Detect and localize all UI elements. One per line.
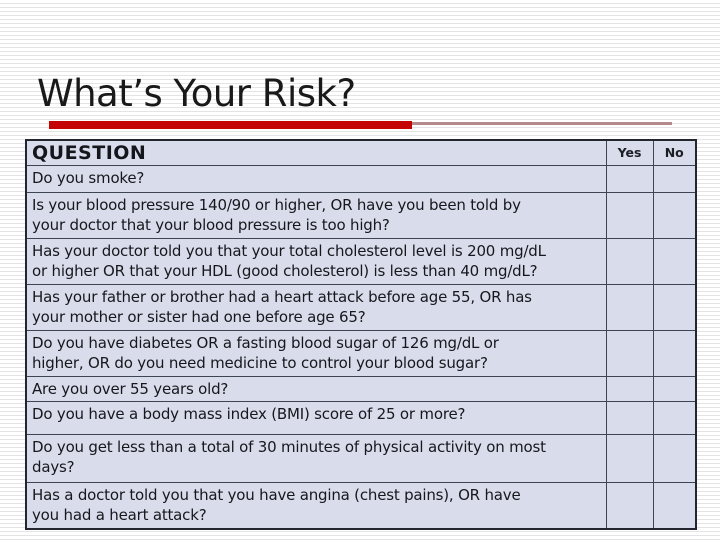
table-row: Do you get less than a total of 30 minut… <box>25 433 697 483</box>
question-column-header: QUESTION <box>25 139 607 166</box>
yes-answer-cell[interactable] <box>605 375 654 402</box>
table-row: Do you smoke? <box>25 164 697 193</box>
table-row: Do you have a body mass index (BMI) scor… <box>25 400 697 435</box>
question-cell: Has your doctor told you that your total… <box>25 237 607 285</box>
question-cell: Do you smoke? <box>25 164 607 193</box>
title-underline-thin-line <box>412 122 672 125</box>
no-answer-cell[interactable] <box>652 164 697 193</box>
yes-answer-cell[interactable] <box>605 329 654 377</box>
no-answer-cell[interactable] <box>652 237 697 285</box>
table-row: Has your doctor told you that your total… <box>25 237 697 285</box>
no-answer-cell[interactable] <box>652 481 697 530</box>
question-cell: Do you get less than a total of 30 minut… <box>25 433 607 483</box>
page-title: What’s Your Risk? <box>37 72 356 115</box>
question-cell: Are you over 55 years old? <box>25 375 607 402</box>
question-cell: Is your blood pressure 140/90 or higher,… <box>25 191 607 239</box>
table-row: Has a doctor told you that you have angi… <box>25 481 697 530</box>
yes-answer-cell[interactable] <box>605 400 654 435</box>
table-row: Is your blood pressure 140/90 or higher,… <box>25 191 697 239</box>
yes-answer-cell[interactable] <box>605 481 654 530</box>
yes-answer-cell[interactable] <box>605 283 654 331</box>
no-answer-cell[interactable] <box>652 329 697 377</box>
yes-column-header: Yes <box>605 139 654 166</box>
table-row: Are you over 55 years old? <box>25 375 697 402</box>
yes-answer-cell[interactable] <box>605 237 654 285</box>
table-row: Do you have diabetes OR a fasting blood … <box>25 329 697 377</box>
no-column-header: No <box>652 139 697 166</box>
no-answer-cell[interactable] <box>652 433 697 483</box>
yes-answer-cell[interactable] <box>605 164 654 193</box>
question-cell: Has a doctor told you that you have angi… <box>25 481 607 530</box>
question-cell: Do you have diabetes OR a fasting blood … <box>25 329 607 377</box>
no-answer-cell[interactable] <box>652 283 697 331</box>
table-row: Has your father or brother had a heart a… <box>25 283 697 331</box>
table-header-row: QUESTION Yes No <box>25 139 697 166</box>
question-cell: Do you have a body mass index (BMI) scor… <box>25 400 607 435</box>
yes-answer-cell[interactable] <box>605 433 654 483</box>
no-answer-cell[interactable] <box>652 375 697 402</box>
yes-answer-cell[interactable] <box>605 191 654 239</box>
no-answer-cell[interactable] <box>652 400 697 435</box>
no-answer-cell[interactable] <box>652 191 697 239</box>
question-cell: Has your father or brother had a heart a… <box>25 283 607 331</box>
title-underline-bar <box>49 121 412 129</box>
risk-questionnaire-table: QUESTION Yes No Do you smoke? Is your bl… <box>25 139 697 530</box>
